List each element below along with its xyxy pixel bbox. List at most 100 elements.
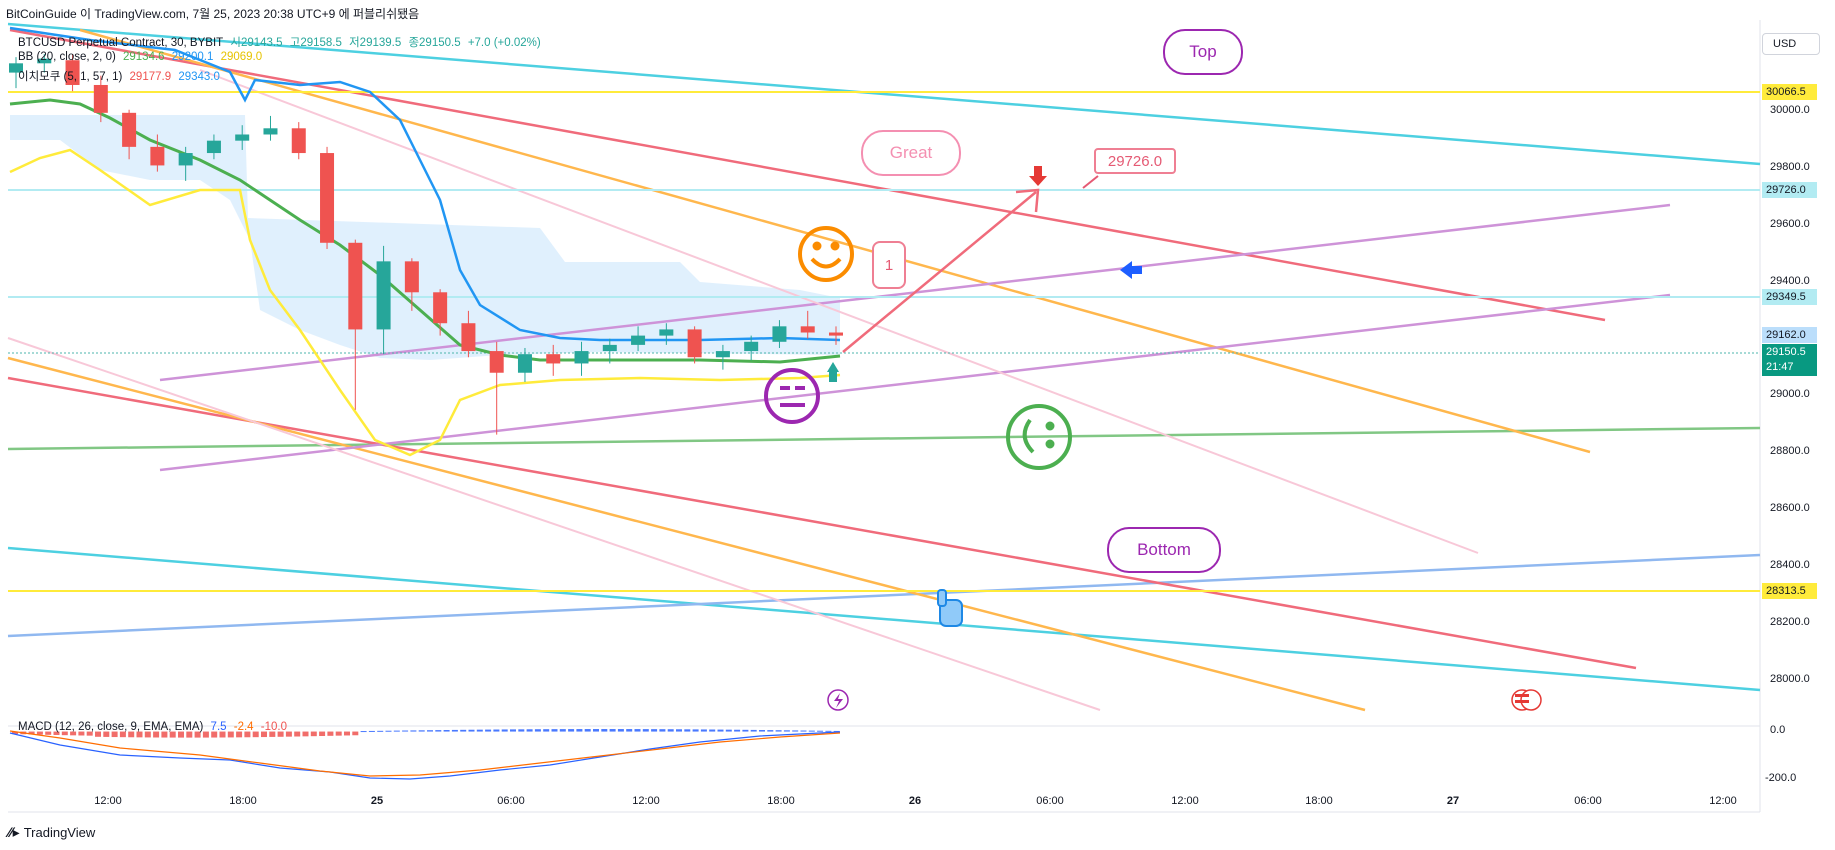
currency-button[interactable]: USD — [1762, 33, 1820, 55]
ichimoku-value-2: 29343.0 — [178, 71, 220, 83]
callout-top[interactable]: Top — [1163, 29, 1243, 75]
price-tick: 29800.0 — [1770, 161, 1810, 173]
price-tick: 30000.0 — [1770, 104, 1810, 116]
target-price-label[interactable]: 29726.0 — [1094, 148, 1176, 174]
candle-body[interactable] — [263, 128, 278, 135]
price-tick: 29600.0 — [1770, 218, 1810, 230]
macd-histogram-bar — [178, 731, 184, 738]
macd-histogram-bar — [534, 729, 541, 732]
candle-body[interactable] — [687, 329, 702, 358]
macd-histogram-bar — [169, 731, 176, 738]
candle-body[interactable] — [659, 329, 674, 336]
candle-body[interactable] — [235, 134, 250, 141]
macd-histogram-bar — [418, 730, 425, 732]
candle-body[interactable] — [574, 351, 589, 364]
macd-histogram-bar — [684, 729, 691, 732]
current-price: 29150.5 — [1766, 346, 1806, 358]
candle-body[interactable] — [178, 153, 193, 166]
callout-great[interactable]: Great — [861, 130, 961, 176]
red-down-arrow-icon — [1029, 166, 1047, 186]
time-tick: 12:00 — [632, 795, 660, 807]
macd-histogram-bar — [352, 731, 359, 736]
trendline-purple-lower — [159, 293, 1671, 472]
candle-body[interactable] — [602, 344, 617, 352]
candle-body[interactable] — [744, 341, 759, 352]
candle-body[interactable] — [320, 153, 335, 243]
macd-histogram-bar — [78, 731, 85, 736]
trendline-orange-top — [79, 28, 1591, 454]
macd-histogram-bar — [717, 729, 724, 732]
high-value: 고29158.5 — [289, 37, 342, 49]
macd-histogram-bar — [692, 729, 699, 732]
bb-basis-value: 29134.6 — [123, 51, 165, 63]
candle-body[interactable] — [715, 351, 730, 358]
macd-histogram-bar — [460, 729, 467, 732]
macd-histogram-bar — [119, 731, 126, 738]
candle-body[interactable] — [122, 112, 137, 147]
candle-body[interactable] — [631, 335, 646, 345]
candle-body[interactable] — [517, 354, 532, 373]
happy-smiley-icon — [798, 226, 854, 282]
macd-histogram-bar — [153, 731, 160, 738]
candle-body[interactable] — [772, 326, 787, 342]
macd-histogram-bar — [742, 729, 749, 732]
time-tick: 12:00 — [94, 795, 122, 807]
macd-histogram-bar — [626, 729, 633, 732]
callout-bottom[interactable]: Bottom — [1107, 527, 1221, 573]
candle-body[interactable] — [65, 60, 80, 85]
macd-histogram-bar — [734, 729, 741, 732]
trendline-orange-bottom — [7, 356, 1366, 712]
macd-histogram-bar — [285, 731, 292, 737]
ichimoku-label: 이치모쿠 (5, 1, 57, 1) — [18, 71, 123, 83]
macd-histogram-bar — [202, 731, 209, 738]
sad-smiley-icon — [1006, 404, 1072, 470]
candle-body[interactable] — [461, 323, 476, 352]
candle-body[interactable] — [9, 63, 23, 73]
macd-histogram-bar — [269, 731, 276, 737]
symbol-name: BTCUSD Perpetual Contract, 30, BYBIT — [18, 37, 224, 49]
time-tick: 18:00 — [767, 795, 795, 807]
candle-body[interactable] — [93, 84, 108, 113]
macd-histogram-bar — [194, 731, 201, 738]
bb-lower-value: 29069.0 — [220, 51, 263, 63]
macd-histogram-bar — [402, 730, 409, 732]
candle-body[interactable] — [37, 58, 52, 64]
macd-histogram-bar — [833, 730, 840, 732]
time-tick: 06:00 — [497, 795, 525, 807]
candle-body[interactable] — [291, 128, 306, 154]
candle-body[interactable] — [376, 261, 391, 330]
macd-histogram-bar — [634, 729, 641, 732]
macd-histogram-bar — [227, 731, 234, 738]
time-tick: 06:00 — [1574, 795, 1602, 807]
macd-histogram-bar — [45, 731, 52, 735]
candle-body[interactable] — [348, 242, 363, 330]
publish-header: BitCoinGuide 이 TradingView.com, 7월 25, 2… — [6, 7, 420, 21]
flag-label-1[interactable]: 1 — [872, 241, 906, 289]
macd-histogram-bar — [95, 731, 101, 737]
macd-histogram-bar — [111, 731, 118, 738]
macd-histogram-bar — [310, 731, 317, 737]
candle-body[interactable] — [433, 292, 448, 324]
macd-signal-line — [9, 730, 841, 777]
macd-histogram-bar — [435, 730, 442, 732]
candle-body[interactable] — [206, 140, 221, 154]
macd-histogram-bar — [236, 731, 243, 738]
candle-body[interactable] — [829, 332, 843, 336]
bb-upper-value: 29200.1 — [171, 51, 214, 63]
macd-histogram-bar — [261, 731, 267, 738]
macd-hist-value: -10.0 — [260, 721, 287, 733]
macd-histogram-bar — [211, 731, 218, 738]
price-tick: 28600.0 — [1770, 502, 1810, 514]
candle-body[interactable] — [150, 146, 165, 166]
candle-body[interactable] — [489, 351, 504, 373]
trendline-red-bottom — [7, 376, 1637, 670]
macd-histogram-bar — [468, 729, 475, 732]
lightning-event-icon — [827, 689, 849, 711]
macd-histogram-bar — [800, 730, 807, 732]
ichimoku-legend: 이치모쿠 (5, 1, 57, 1) 29177.9 29343.0 — [18, 68, 224, 84]
candle-body[interactable] — [546, 354, 561, 364]
candle-body[interactable] — [404, 261, 419, 293]
time-tick: 27 — [1446, 795, 1460, 807]
candle-body[interactable] — [800, 326, 815, 333]
